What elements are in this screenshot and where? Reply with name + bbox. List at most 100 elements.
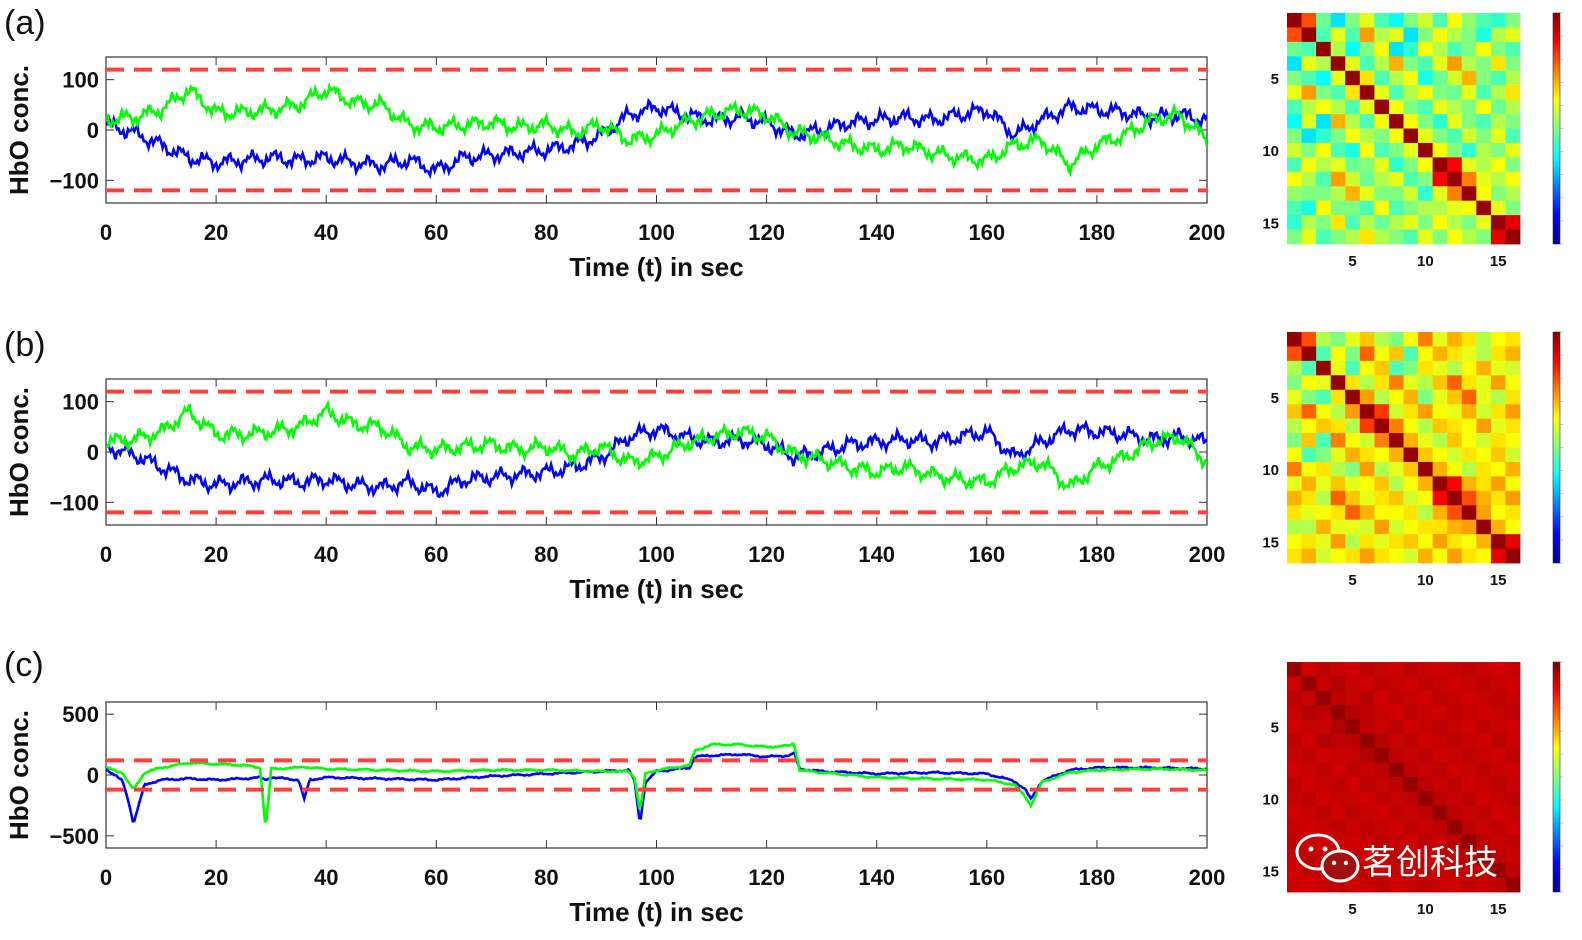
heatmap-cell [1330, 389, 1346, 405]
heatmap-cell [1490, 777, 1506, 792]
heatmap-cell [1388, 157, 1404, 173]
heatmap-cell [1287, 99, 1302, 115]
heatmap-cell [1287, 433, 1302, 448]
heatmap-cell [1403, 70, 1419, 86]
heatmap-cell [1476, 863, 1492, 879]
heatmap-cell [1505, 777, 1521, 792]
heatmap-cell [1287, 85, 1302, 101]
heatmap-cell [1418, 56, 1434, 72]
heatmap-cell [1345, 404, 1361, 420]
x-tick-label: 0 [100, 865, 112, 890]
heatmap-cell [1330, 27, 1346, 43]
heatmap-cell [1447, 762, 1463, 778]
heatmap-cell [1316, 820, 1332, 835]
heatmap-cell [1403, 404, 1419, 420]
heatmap-cell [1476, 142, 1492, 158]
heatmap-cell [1345, 676, 1361, 692]
heatmap-cell [1490, 229, 1506, 245]
heatmap-cell [1316, 200, 1332, 216]
line-plot-a: 0 20 40 60 80 100 120 140 160 180 200 100 0 −100 Time … [4, 56, 1225, 282]
heatmap-cell [1461, 85, 1477, 101]
heatmap-cell [1432, 534, 1448, 549]
heatmap-cell [1505, 863, 1521, 879]
heatmap-cell [1301, 519, 1317, 535]
heatmap-cell [1359, 505, 1375, 521]
heatmap-cell [1505, 690, 1521, 706]
heatmap-cell [1403, 476, 1419, 492]
heatmap-cell [1287, 863, 1302, 879]
heatmap-cell [1301, 662, 1317, 677]
heatmap-cell [1476, 404, 1492, 420]
heatmap-cell [1476, 13, 1492, 28]
heatmap-cell [1388, 215, 1404, 230]
heatmap-cell [1403, 877, 1419, 893]
heatmap-cell [1447, 157, 1463, 173]
y-axis-label: HbO conc. [4, 710, 34, 840]
heatmap-cell [1388, 114, 1404, 129]
heatmap-cell [1316, 114, 1332, 129]
heatmap-cell [1505, 346, 1521, 362]
heatmap-cell [1490, 404, 1506, 420]
heatmap-cell [1287, 490, 1302, 506]
heatmap-cell [1388, 748, 1404, 764]
heatmap-cell [1359, 375, 1375, 391]
heatmap-cell [1388, 200, 1404, 216]
heatmap-cell [1418, 762, 1434, 778]
heatmap-cell [1476, 748, 1492, 764]
heatmap-cell [1505, 705, 1521, 720]
heatmap-cell [1461, 433, 1477, 448]
heatmap-cell [1476, 229, 1492, 245]
heatmap-cell [1505, 733, 1521, 749]
heatmap-cell [1359, 389, 1375, 405]
heatmap-cell [1490, 863, 1506, 879]
heatmap-cell [1330, 834, 1346, 850]
heatmap-cell [1476, 128, 1492, 144]
heatmap-cell [1403, 848, 1419, 864]
heatmap-cell [1476, 733, 1492, 749]
heatmap-cell [1418, 534, 1434, 549]
heatmap-cell [1476, 461, 1492, 477]
heatmap-cell [1432, 433, 1448, 448]
heatmap-y-tick: 10 [1262, 792, 1279, 809]
heatmap-cell [1476, 375, 1492, 391]
heatmap-cell [1432, 676, 1448, 692]
heatmap-cell [1403, 99, 1419, 115]
x-tick-label: 180 [1079, 542, 1116, 567]
x-tick-label: 140 [858, 542, 895, 567]
heatmap-y-tick: 10 [1262, 143, 1279, 160]
heatmap-cell [1505, 534, 1521, 549]
heatmap-cell [1316, 705, 1332, 720]
heatmap-cell [1461, 461, 1477, 477]
heatmap-cell [1287, 128, 1302, 144]
heatmap-cell [1330, 13, 1346, 28]
heatmap-c: 5 5 10 10 15 15 [1262, 661, 1563, 918]
heatmap-cell [1418, 447, 1434, 463]
heatmap-cell [1505, 834, 1521, 850]
heatmap-cell [1476, 476, 1492, 492]
heatmap-cell [1461, 762, 1477, 778]
heatmap-cell [1403, 375, 1419, 391]
heatmap-cell [1374, 690, 1390, 706]
heatmap-cell [1359, 863, 1375, 879]
heatmap-cell [1476, 157, 1492, 173]
heatmap-cell [1374, 114, 1390, 129]
heatmap-cell [1330, 433, 1346, 448]
heatmap-cell [1287, 229, 1302, 245]
heatmap-cell [1447, 777, 1463, 792]
heatmap-cell [1374, 99, 1390, 115]
heatmap-cell [1461, 157, 1477, 173]
heatmap-cell [1345, 41, 1361, 57]
heatmap-cell [1418, 748, 1434, 764]
heatmap-cell [1447, 748, 1463, 764]
heatmap-cell [1301, 534, 1317, 549]
heatmap-cell [1301, 142, 1317, 158]
heatmap-cell [1447, 805, 1463, 821]
heatmap-cell [1388, 128, 1404, 144]
y-tick-label: −100 [49, 490, 99, 515]
heatmap-cell [1345, 662, 1361, 677]
line-plot-b: 0 20 40 60 80 100 120 140 160 180 200 100 0 −100 Time … [4, 378, 1225, 604]
heatmap-cell [1418, 705, 1434, 720]
heatmap-cell [1447, 346, 1463, 362]
heatmap-cell [1388, 733, 1404, 749]
heatmap-cell [1374, 662, 1390, 677]
